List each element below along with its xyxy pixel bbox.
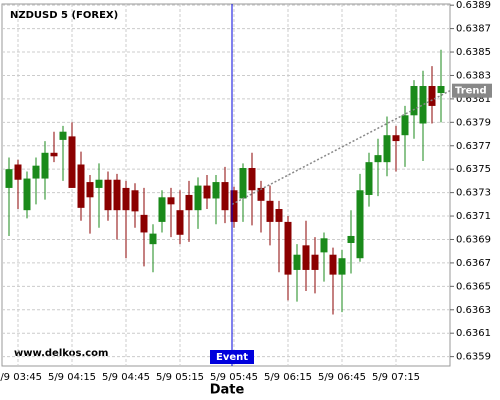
candle-body [59, 131, 67, 140]
candle-body [167, 197, 175, 205]
candle-body [230, 190, 238, 222]
candle-body [77, 164, 85, 208]
y-tick-label: 0.6373 [456, 188, 491, 199]
watermark: www.delkos.com [14, 348, 108, 359]
candle-body [122, 187, 130, 211]
candle-body [428, 86, 436, 106]
candle-body [203, 185, 211, 199]
x-tick-label: 5/9 06:15 [264, 372, 312, 383]
candle-body [212, 182, 220, 199]
candle-body [311, 254, 319, 270]
candle-body [410, 86, 418, 116]
candle-body [23, 178, 31, 211]
candle-body [185, 194, 193, 211]
y-tick-label: 0.6365 [456, 281, 491, 292]
candle-body [329, 254, 337, 275]
y-tick-label: 0.6377 [456, 141, 491, 152]
candle-body [50, 152, 58, 157]
candle-body [248, 168, 256, 191]
y-tick-label: 0.6359 [456, 352, 491, 363]
candle-body [275, 209, 283, 222]
y-tick-label: 0.6369 [456, 234, 491, 245]
candle-body [68, 136, 76, 188]
event-label: Event [216, 352, 248, 363]
candle-body [374, 155, 382, 163]
candle-body [140, 214, 148, 233]
event-label-box [210, 350, 254, 364]
candle-body [131, 190, 139, 212]
trend-line [231, 90, 451, 205]
candle-body [293, 254, 301, 270]
candle-body [356, 190, 364, 259]
y-tick-label: 0.6389 [456, 0, 491, 11]
x-tick-label: 5/9 05:15 [156, 372, 204, 383]
candle-body [158, 197, 166, 222]
candle-body [239, 168, 247, 199]
candle-body [95, 179, 103, 188]
candle-body [266, 200, 274, 222]
candle-body [32, 165, 40, 179]
y-tick-label: 0.6371 [456, 211, 491, 222]
x-tick-label: 5/9 05:45 [210, 372, 258, 383]
y-tick-label: 0.6367 [456, 258, 491, 269]
x-tick-label: 5/9 04:45 [102, 372, 150, 383]
candle-body [14, 164, 22, 180]
candle-body [149, 233, 157, 245]
y-tick-label: 0.6383 [456, 70, 491, 81]
x-tick-label: 5/9 04:15 [48, 372, 96, 383]
candle-body [113, 179, 121, 211]
candle-body [194, 185, 202, 211]
y-tick-label: 0.6361 [456, 328, 491, 339]
candle-body [437, 86, 445, 94]
candle-body [86, 182, 94, 198]
candle-body [221, 182, 229, 211]
candle-body [302, 245, 310, 270]
candle-body [284, 221, 292, 275]
candle-body [104, 179, 112, 211]
candle-body [365, 162, 373, 195]
y-tick-label: 0.6375 [456, 164, 491, 175]
candle-body [320, 238, 328, 253]
candle-body [347, 235, 355, 243]
y-tick-label: 0.6379 [456, 117, 491, 128]
x-tick-label: 5/9 06:45 [318, 372, 366, 383]
x-axis-label: Date [210, 383, 245, 398]
y-tick-label: 0.6387 [456, 24, 491, 35]
candle-body [338, 258, 346, 275]
x-tick-label: 5/9 07:15 [372, 372, 420, 383]
chart-title: NZDUSD 5 (FOREX) [10, 10, 118, 21]
candle-body [419, 86, 427, 124]
y-tick-label: 0.6363 [456, 305, 491, 316]
trend-label-box [452, 83, 492, 98]
y-tick-label: 0.6385 [456, 47, 491, 58]
candle-body [257, 187, 265, 201]
candle-body [383, 135, 391, 163]
candle-body [41, 152, 49, 179]
y-tick-label: 0.6381 [456, 94, 491, 105]
x-tick-label: 5/9 03:45 [0, 372, 42, 383]
trend-label: Trend [455, 86, 487, 97]
candle-body [5, 169, 13, 188]
candle-body [392, 135, 400, 142]
candle-body [176, 210, 184, 235]
candle-body [401, 115, 409, 136]
